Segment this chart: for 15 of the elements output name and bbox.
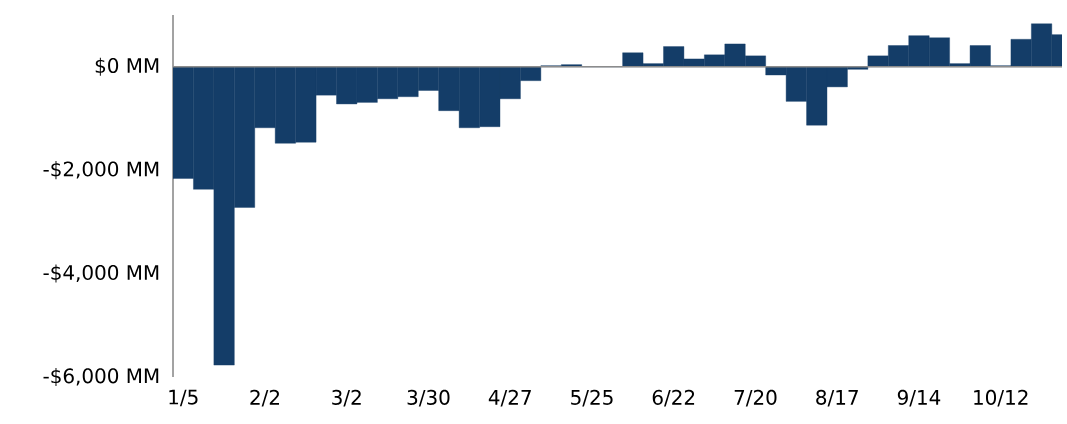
x-tick-label: 10/12	[974, 389, 1028, 407]
y-tick-label: -$6,000 MM	[43, 367, 159, 387]
x-tick-label: 9/14	[897, 389, 941, 407]
y-tick-label: -$2,000 MM	[43, 161, 159, 180]
x-tick-label: 6/22	[652, 389, 695, 407]
x-tick-label: 8/17	[816, 389, 858, 407]
x-tick-label: 3/30	[407, 389, 450, 407]
x-tick-label: 3/2	[332, 389, 361, 407]
x-tick-label: 5/25	[571, 389, 613, 407]
x-tick-label: 4/27	[488, 389, 531, 407]
y-tick-label: -$4,000 MM	[43, 264, 159, 283]
x-tick-label: 7/20	[734, 389, 777, 407]
y-tick-label: $0 MM	[95, 57, 159, 76]
x-tick-label: 2/2	[250, 389, 280, 407]
x-tick-label: 1/5	[169, 389, 198, 407]
